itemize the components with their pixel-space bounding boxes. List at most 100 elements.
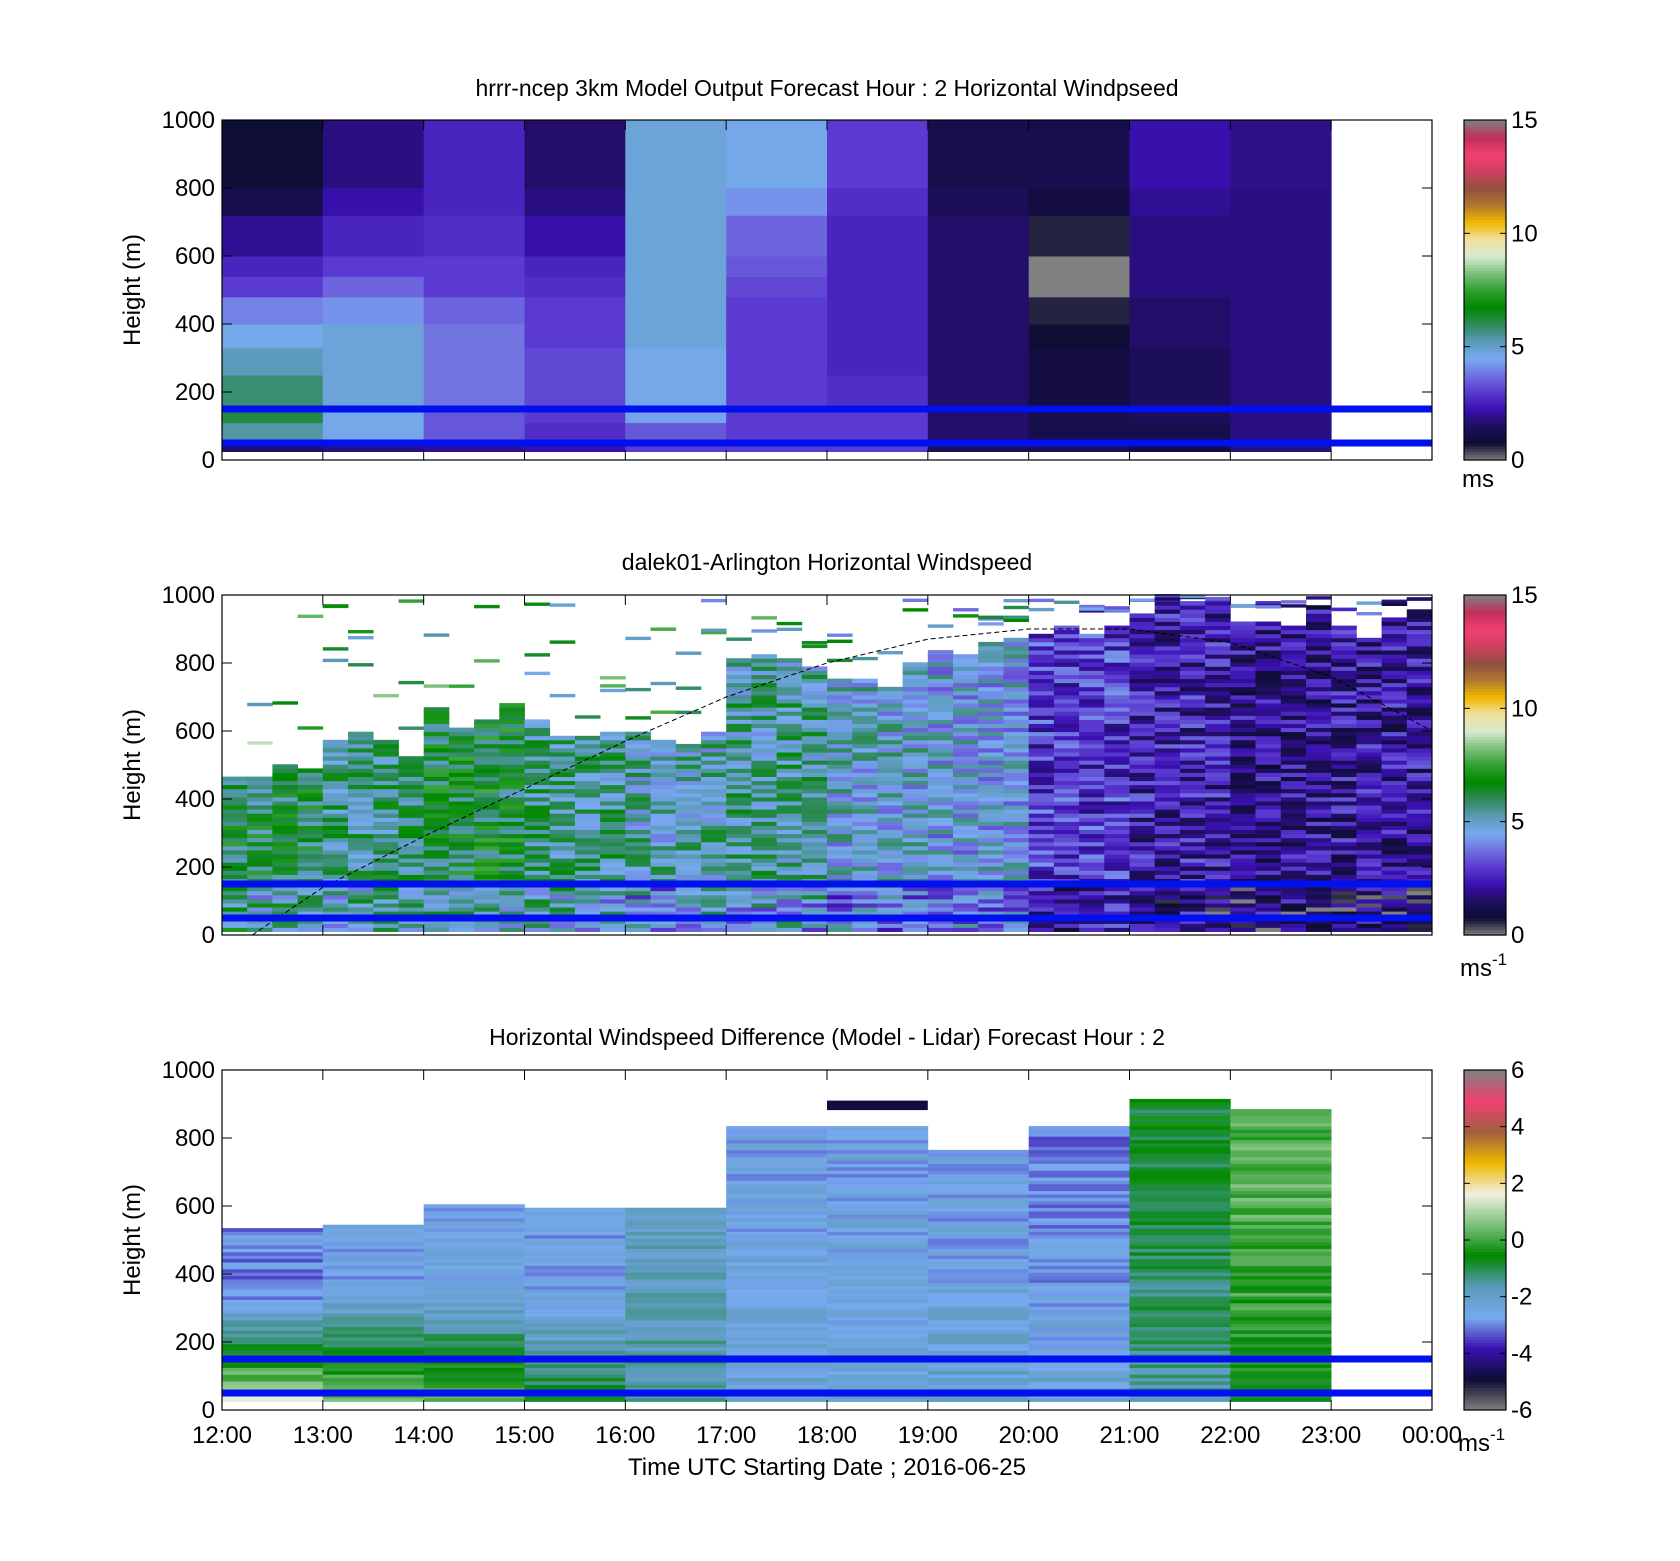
heatmap-cell — [902, 821, 929, 826]
heatmap-cell — [1179, 727, 1206, 733]
heatmap-cell — [1028, 1146, 1130, 1151]
colorbar-segment — [1464, 895, 1506, 899]
heatmap-cell — [1028, 854, 1055, 859]
heatmap-cell — [1230, 703, 1256, 708]
heatmap-cell — [1230, 1268, 1332, 1273]
heatmap-cell — [222, 862, 248, 867]
colorbar-segment — [1464, 1172, 1506, 1176]
heatmap-cell — [474, 894, 500, 900]
heatmap-cell — [877, 813, 903, 818]
heatmap-cell — [1053, 629, 1080, 635]
heatmap-cell — [423, 886, 450, 892]
heatmap-cell — [902, 719, 929, 724]
heatmap-cell — [574, 919, 601, 924]
heatmap-cell — [726, 1381, 828, 1385]
colorbar-segment — [1464, 227, 1506, 232]
heatmap-cell — [953, 919, 979, 924]
colorbar-segment — [1464, 148, 1506, 152]
heatmap-cell — [1255, 662, 1282, 667]
heatmap-cell — [1230, 756, 1256, 761]
heatmap-cell — [373, 927, 399, 932]
heatmap-cell — [524, 748, 551, 753]
colorbar-segment — [1464, 918, 1506, 922]
heatmap-cell — [1053, 666, 1080, 671]
heatmap-cell — [1356, 805, 1382, 810]
heatmap-cell — [1028, 797, 1055, 802]
heatmap-cell — [650, 874, 677, 879]
heatmap-cell — [1079, 637, 1105, 643]
heatmap-cell — [1003, 670, 1030, 675]
heatmap-cell — [1003, 599, 1030, 603]
colorbar-segment — [1464, 278, 1506, 283]
heatmap-cell — [499, 817, 525, 822]
colorbar-segment — [1464, 264, 1506, 268]
colorbar-segment — [1464, 637, 1506, 641]
heatmap-cell — [1255, 670, 1282, 675]
heatmap-cell — [222, 813, 248, 818]
heatmap-cell — [1381, 602, 1408, 606]
heatmap-cell — [801, 886, 828, 892]
heatmap-cell — [1154, 625, 1181, 631]
heatmap-cell — [1028, 324, 1130, 349]
heatmap-cell — [776, 899, 803, 904]
heatmap-cell — [776, 854, 803, 859]
heatmap-cell — [1205, 850, 1231, 855]
heatmap-cell — [877, 735, 903, 741]
x-tick-label: 18:00 — [797, 1422, 857, 1449]
heatmap-cell — [751, 788, 777, 794]
colorbar-segment — [1464, 236, 1506, 240]
heatmap-cell — [1179, 748, 1206, 753]
heatmap-cell — [675, 911, 702, 916]
heatmap-cell — [1003, 792, 1030, 798]
heatmap-cell — [1028, 727, 1055, 733]
heatmap-cell — [1053, 650, 1080, 655]
heatmap-cell — [1028, 886, 1055, 892]
heatmap-cell — [701, 780, 727, 786]
heatmap-cell — [726, 719, 752, 724]
heatmap-cell — [1280, 756, 1307, 761]
heatmap-cell — [927, 1313, 1029, 1317]
heatmap-cell — [1306, 903, 1332, 908]
heatmap-cell — [726, 760, 752, 765]
heatmap-cell — [675, 858, 702, 863]
heatmap-cell — [827, 1245, 929, 1249]
colorbar-segment — [1464, 188, 1506, 192]
heatmap-cell — [222, 1309, 324, 1314]
heatmap-cell — [1028, 641, 1055, 647]
heatmap-cell — [827, 797, 853, 802]
heatmap-cell — [272, 850, 298, 855]
heatmap-cell — [423, 422, 525, 441]
heatmap-cell — [1230, 1347, 1332, 1351]
colorbar-segment — [1464, 1160, 1506, 1165]
heatmap-cell — [625, 215, 727, 257]
heatmap-cell — [348, 630, 374, 634]
heatmap-cell — [423, 817, 450, 822]
heatmap-cell — [272, 821, 298, 826]
heatmap-cell — [1381, 752, 1408, 757]
heatmap-cell — [625, 903, 651, 908]
heatmap-cell — [1230, 629, 1256, 635]
heatmap-cell — [1381, 792, 1408, 798]
heatmap-cell — [322, 825, 349, 830]
heatmap-cell — [1230, 743, 1256, 749]
heatmap-cell — [524, 1340, 626, 1345]
heatmap-cell — [524, 797, 551, 802]
colorbar-segment — [1464, 1072, 1506, 1077]
heatmap-cell — [927, 768, 954, 773]
colorbar-segment — [1464, 614, 1506, 619]
colorbar-segment — [1464, 776, 1506, 780]
heatmap-cell — [1003, 772, 1030, 777]
heatmap-cell — [827, 1398, 929, 1402]
heatmap-cell — [1406, 703, 1433, 708]
heatmap-cell — [978, 813, 1004, 818]
heatmap-cell — [827, 907, 853, 912]
heatmap-cell — [827, 1241, 929, 1246]
heatmap-cell — [322, 1272, 424, 1277]
heatmap-cell — [524, 324, 626, 349]
heatmap-cell — [1331, 703, 1357, 708]
heatmap-cell — [272, 829, 298, 835]
colorbar-segment — [1464, 915, 1506, 919]
heatmap-cell — [1129, 1360, 1231, 1365]
heatmap-cell — [474, 890, 500, 896]
heatmap-cell — [902, 690, 929, 696]
